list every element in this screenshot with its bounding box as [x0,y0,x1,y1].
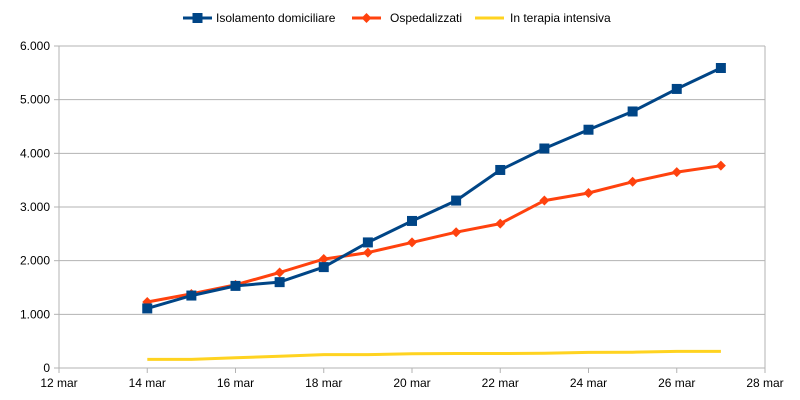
y-tick-label: 3.000 [20,200,50,214]
axes [54,45,766,373]
data-point [715,160,726,171]
y-tick-label: 4.000 [20,146,50,160]
x-tick-label: 18 mar [305,376,342,390]
data-point [274,267,285,278]
x-tick-label: 24 mar [570,376,607,390]
legend-marker [192,13,203,23]
data-point [583,124,594,135]
data-point [362,237,373,248]
series-line [147,164,722,304]
data-point [539,143,550,154]
x-tick-label: 22 mar [482,376,519,390]
series-line [147,349,721,361]
data-point [539,195,550,206]
data-point [362,247,373,258]
data-point [715,63,726,74]
data-point [627,106,638,117]
data-point [186,290,197,301]
data-point [671,83,682,94]
legend-label: Ospedalizzati [390,11,462,25]
x-tick-label: 20 mar [393,376,430,390]
legend-marker [361,13,372,23]
y-tick-label: 0 [43,361,50,375]
data-point [274,277,285,288]
data-point [142,303,153,314]
x-axis-tick-labels: 12 mar 14 mar 16 mar 18 mar 20 mar 22 mar 24 m… [40,376,783,390]
data-point [495,218,506,229]
legend-item: Ospedalizzati [352,11,462,25]
series-line [146,66,722,310]
y-tick-label: 5.000 [20,93,50,107]
y-axis-tick-labels: 0 1.000 2.000 3.000 4.000 5.000 6.000 [20,39,50,375]
x-tick-label: 14 mar [129,376,166,390]
legend-item: Isolamento domiciliare [183,11,336,25]
data-point [627,176,638,187]
data-point [583,188,594,199]
series-1 [142,160,726,307]
legend-item: In terapia intensiva [475,11,611,25]
data-point [407,215,417,226]
data-point [318,254,329,265]
x-tick-label: 12 mar [40,376,77,390]
y-tick-label: 2.000 [20,254,50,268]
y-tick-label: 1.000 [20,307,50,321]
gridlines [59,45,765,315]
series-0 [142,63,726,314]
data-point [407,237,417,248]
x-tick-label: 16 mar [217,376,254,390]
legend-label: In terapia intensiva [510,11,611,25]
data-point [230,280,241,291]
legend-label: Isolamento domiciliare [216,11,336,25]
data-point [451,227,462,238]
data-point [495,164,506,175]
series-layer [142,63,726,361]
x-tick-label: 28 mar [746,376,783,390]
legend: Isolamento domiciliare Ospedalizzati In te… [183,11,611,25]
data-point [451,195,462,206]
x-tick-label: 26 mar [658,376,695,390]
data-point [671,167,682,178]
y-tick-label: 6.000 [20,39,50,53]
series-2 [147,349,721,361]
data-point [318,262,329,273]
